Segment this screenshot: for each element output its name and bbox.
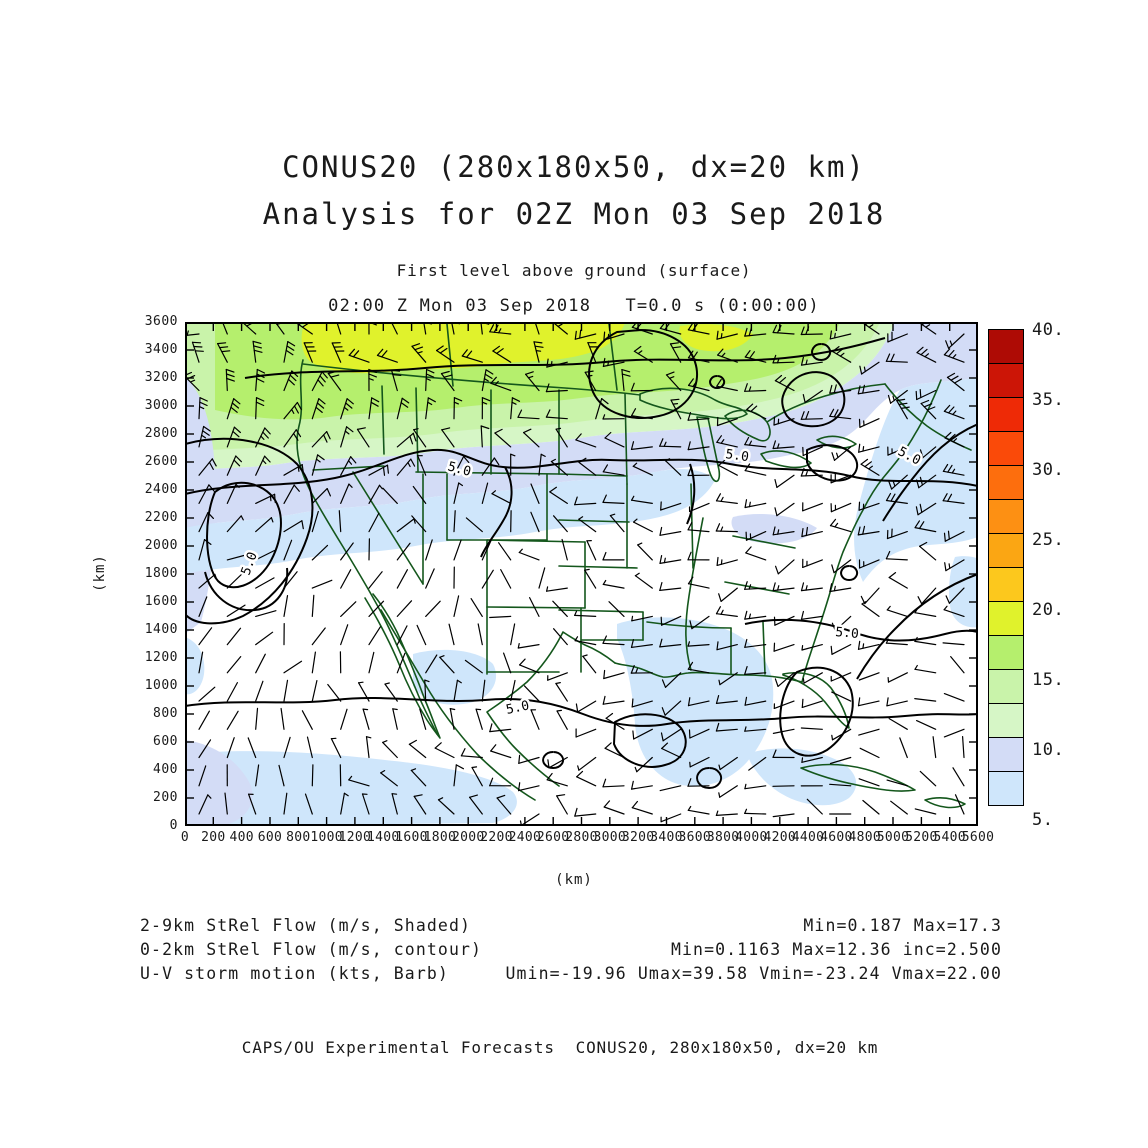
- y-tick-label: 0: [169, 818, 178, 833]
- y-tick-label: 3200: [144, 370, 178, 385]
- y-tick-label: 200: [153, 790, 178, 805]
- x-tick-label: 3000: [593, 830, 627, 845]
- x-tick-label: 4200: [763, 830, 797, 845]
- x-tick-label: 1600: [395, 830, 428, 845]
- y-tick-label: 2400: [144, 482, 178, 497]
- legend-row: U-V storm motion (kts, Barb) Umin=-19.96 …: [140, 964, 1002, 988]
- x-tick-label: 1400: [366, 830, 400, 845]
- legend-field-stats: Min=0.1163 Max=12.36 inc=2.500: [670, 940, 1002, 959]
- colorbar-tick-label: 5.: [1032, 810, 1054, 830]
- x-tick-label: 5000: [876, 830, 910, 845]
- y-tick-label: 3400: [144, 342, 178, 357]
- x-tick-label: 1200: [338, 830, 372, 845]
- colorbar-cell: [988, 669, 1024, 704]
- colorbar-tick-label: 35.: [1032, 390, 1065, 410]
- y-tick-label: 1000: [144, 678, 178, 693]
- colorbar-cell: [988, 363, 1024, 398]
- colorbar-cell: [988, 703, 1024, 738]
- x-tick-label: 3200: [621, 830, 655, 845]
- plot-title-line2: Analysis for 02Z Mon 03 Sep 2018: [262, 197, 886, 231]
- x-tick-label: 800: [286, 830, 311, 845]
- colorbar-tick-label: 40.: [1032, 320, 1065, 340]
- level-subtitle: First level above ground (surface): [396, 261, 752, 280]
- colorbar-cell: [988, 533, 1024, 568]
- colorbar-cell: [988, 567, 1024, 602]
- x-tick-label: 4800: [848, 830, 881, 845]
- x-tick-label: 4600: [820, 830, 853, 845]
- x-tick-label: 0: [180, 830, 190, 845]
- colorbar-cell: [988, 737, 1024, 772]
- map-plot-area: 5.05.05.0 5.05.05.0: [185, 322, 978, 826]
- contour-label: 5.0: [724, 447, 749, 465]
- x-tick-label: 5600: [961, 830, 995, 845]
- legend-row: 0-2km StRel Flow (m/s, contour) Min=0.116…: [140, 940, 1002, 964]
- y-tick-label: 2000: [144, 538, 178, 553]
- y-tick-label: 1800: [144, 566, 178, 581]
- x-tick-label: 1000: [310, 830, 343, 845]
- colorbar-tick-label: 25.: [1032, 530, 1065, 550]
- x-tick-label: 3400: [650, 830, 683, 845]
- x-tick-label: 2400: [508, 830, 542, 845]
- x-tick-label: 1800: [423, 830, 457, 845]
- y-tick-label: 2200: [144, 510, 178, 525]
- y-tick-label: 400: [153, 762, 178, 777]
- colorbar-cell: [988, 431, 1024, 466]
- legend-field-label: 2-9km StRel Flow (m/s, Shaded): [140, 916, 472, 935]
- y-tick-label: 3000: [144, 398, 178, 413]
- geography-layer: [296, 323, 972, 809]
- plot-title-line1: CONUS20 (280x180x50, dx=20 km): [282, 150, 866, 184]
- x-tick-label: 400: [229, 830, 254, 845]
- contour-layer: 5.05.05.0 5.05.05.0: [185, 329, 978, 789]
- colorbar-cell: [988, 499, 1024, 534]
- valid-time-subtitle: 02:00 Z Mon 03 Sep 2018 T=0.0 s (0:00:00…: [328, 296, 820, 316]
- colorbar-cells: [988, 329, 1088, 806]
- x-tick-label: 200: [201, 830, 226, 845]
- x-tick-label: 2600: [536, 830, 570, 845]
- y-tick-label: 600: [153, 734, 178, 749]
- legend-block: 2-9km StRel Flow (m/s, Shaded) Min=0.187 …: [140, 916, 1002, 988]
- x-tick-label: 5200: [905, 830, 938, 845]
- colorbar-cell: [988, 465, 1024, 500]
- y-tick-label: 1600: [144, 594, 178, 609]
- x-tick-label: 3800: [706, 830, 740, 845]
- legend-field-stats: Min=0.187 Max=17.3: [803, 916, 1002, 935]
- x-tick-label: 4400: [791, 830, 825, 845]
- wind-barb-layer: [185, 322, 965, 826]
- legend-field-label: 0-2km StRel Flow (m/s, contour): [140, 940, 483, 959]
- colorbar-tick-label: 15.: [1032, 670, 1065, 690]
- x-tick-label: 2000: [451, 830, 485, 845]
- colorbar-tick-label: 10.: [1032, 740, 1065, 760]
- colorbar-cell: [988, 397, 1024, 432]
- colorbar-cell: [988, 771, 1024, 806]
- x-tick-label: 2200: [480, 830, 513, 845]
- x-axis-label: (km): [555, 872, 593, 888]
- colorbar-tick-label: 30.: [1032, 460, 1065, 480]
- y-tick-label: 1400: [144, 622, 178, 637]
- x-tick-label: 5400: [933, 830, 966, 845]
- y-tick-label: 3600: [144, 314, 178, 329]
- y-tick-label: 2800: [144, 426, 178, 441]
- x-tick-label: 4000: [735, 830, 768, 845]
- colorbar-cell: [988, 601, 1024, 636]
- colorbar: 40. 35. 30. 25. 20. 15. 10. 5.: [988, 322, 1088, 829]
- y-tick-label: 2600: [144, 454, 178, 469]
- y-tick-label: 1200: [144, 650, 178, 665]
- x-tick-label: 3600: [678, 830, 712, 845]
- x-tick-label: 600: [257, 830, 283, 845]
- y-tick-label: 800: [153, 706, 178, 721]
- footer-credit: CAPS/OU Experimental Forecasts CONUS20, …: [241, 1038, 879, 1057]
- legend-row: 2-9km StRel Flow (m/s, Shaded) Min=0.187 …: [140, 916, 1002, 940]
- y-axis-ticks: 3600 3400 3200 3000 2800 2600 2400 2200 2000 1800…: [80, 315, 178, 833]
- colorbar-cell: [988, 329, 1024, 364]
- x-tick-label: 2800: [565, 830, 598, 845]
- x-axis-ticks: 0 200 400 600 800 1000 1200 1400 1600 1800 2000 220…: [181, 830, 994, 847]
- colorbar-tick-label: 20.: [1032, 600, 1065, 620]
- contour-label: 5.0: [835, 625, 860, 642]
- plot-frame: [185, 322, 978, 826]
- legend-field-label: U-V storm motion (kts, Barb): [140, 964, 449, 983]
- colorbar-cell: [988, 635, 1024, 670]
- legend-field-stats: Umin=-19.96 Umax=39.58 Vmin=-23.24 Vmax=…: [505, 964, 1002, 983]
